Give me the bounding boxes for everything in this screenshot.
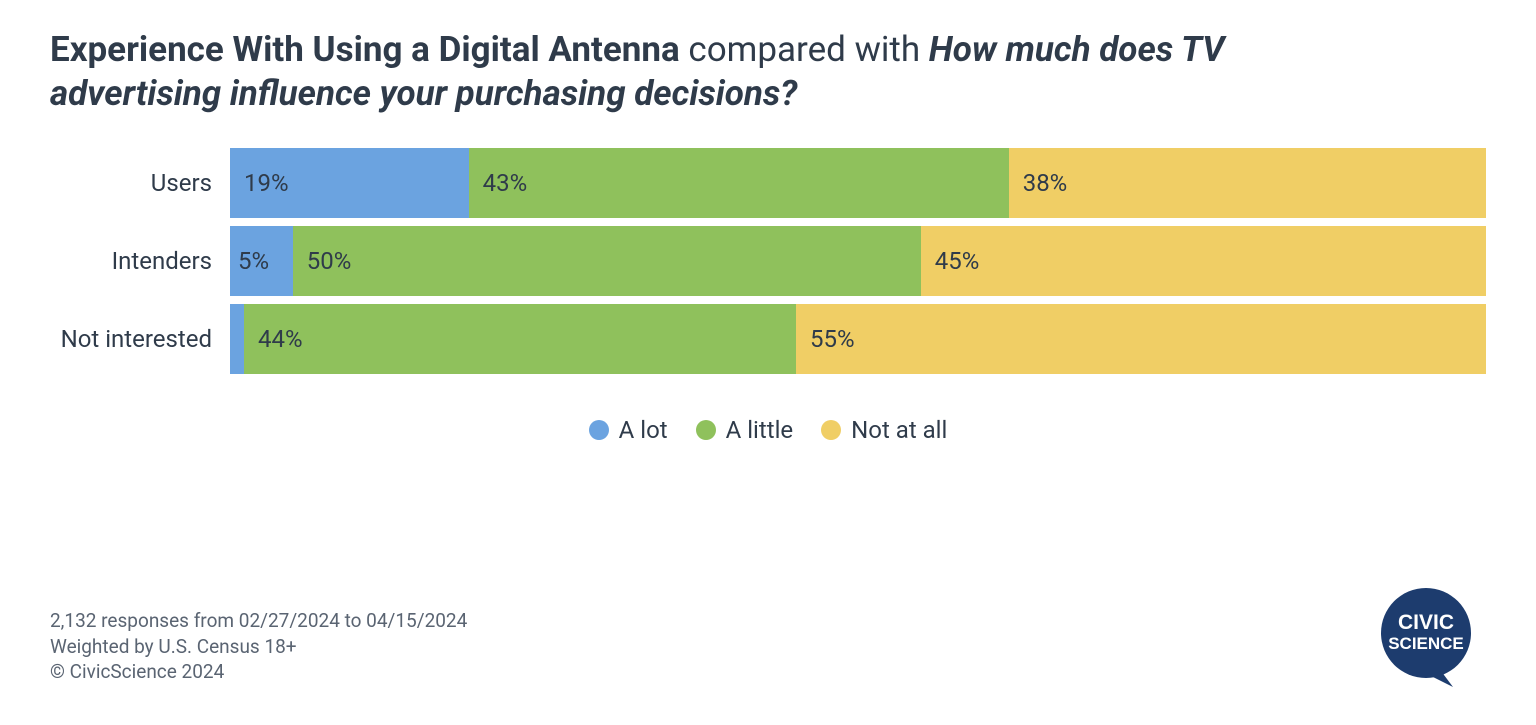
- bar-segment: 38%: [1009, 148, 1486, 218]
- plot-area: Users 19% 43% 38% Intenders 5% 50% 45% Not inter…: [50, 148, 1486, 374]
- chart-title: Experience With Using a Digital Antenna …: [50, 28, 1350, 116]
- footer-line-2: Weighted by U.S. Census 18+: [50, 634, 467, 660]
- bar-segment: 55%: [796, 304, 1486, 374]
- logo-text-bottom: SCIENCE: [1388, 634, 1464, 653]
- segment-value: 55%: [810, 325, 855, 353]
- bar-segment: 43%: [469, 148, 1009, 218]
- legend-label: A lot: [619, 416, 668, 444]
- footer-line-1: 2,132 responses from 02/27/2024 to 04/15…: [50, 608, 467, 634]
- logo-text-top: CIVIC: [1398, 611, 1454, 634]
- row-label: Not interested: [50, 325, 230, 353]
- legend-item: A lot: [589, 416, 668, 444]
- row-label: Users: [50, 169, 230, 197]
- stacked-bar: 44% 55%: [230, 304, 1486, 374]
- segment-value: 5%: [238, 247, 269, 275]
- bar-segment: [230, 304, 244, 374]
- civicscience-logo-icon: CIVIC SCIENCE: [1371, 583, 1481, 693]
- stacked-bar: 5% 50% 45%: [230, 226, 1486, 296]
- segment-value: 19%: [244, 169, 289, 197]
- legend-swatch-icon: [821, 420, 841, 440]
- bar-segment: 45%: [921, 226, 1486, 296]
- chart-footer: 2,132 responses from 02/27/2024 to 04/15…: [50, 608, 467, 685]
- legend-label: Not at all: [851, 416, 947, 444]
- legend-swatch-icon: [589, 420, 609, 440]
- segment-value: 50%: [307, 247, 352, 275]
- legend: A lot A little Not at all: [50, 416, 1486, 444]
- row-label: Intenders: [50, 247, 230, 275]
- segment-value: 38%: [1023, 169, 1068, 197]
- bar-segment: 19%: [230, 148, 469, 218]
- segment-value: 43%: [483, 169, 528, 197]
- chart-container: Experience With Using a Digital Antenna …: [50, 28, 1486, 444]
- bar-segment: 44%: [244, 304, 796, 374]
- legend-item: A little: [696, 416, 794, 444]
- bar-segment: 50%: [293, 226, 921, 296]
- footer-line-3: © CivicScience 2024: [50, 659, 467, 685]
- segment-value: 45%: [935, 247, 980, 275]
- legend-swatch-icon: [696, 420, 716, 440]
- segment-value: 44%: [258, 325, 303, 353]
- title-mid: compared with: [680, 29, 929, 70]
- legend-label: A little: [726, 416, 794, 444]
- bar-segment: 5%: [230, 226, 293, 296]
- title-bold: Experience With Using a Digital Antenna: [50, 29, 680, 70]
- stacked-bar: 19% 43% 38%: [230, 148, 1486, 218]
- legend-item: Not at all: [821, 416, 947, 444]
